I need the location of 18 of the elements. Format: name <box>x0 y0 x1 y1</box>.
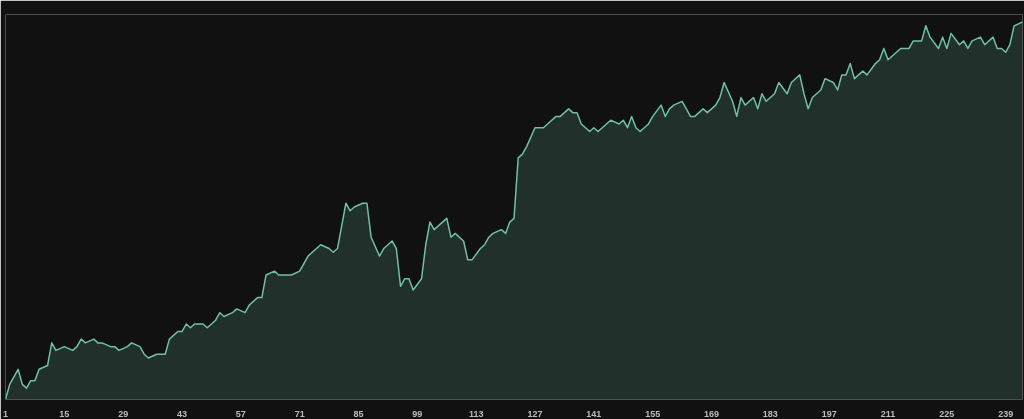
x-tick-label: 127 <box>527 408 543 419</box>
x-tick-label: 169 <box>704 408 720 419</box>
x-tick-label: 15 <box>59 408 70 419</box>
x-tick-label: 71 <box>294 408 305 419</box>
x-tick-label: 57 <box>235 408 246 419</box>
x-tick-label: 225 <box>939 408 955 419</box>
x-tick-label: 239 <box>998 408 1014 419</box>
x-tick-label: 141 <box>586 408 602 419</box>
x-tick-label: 29 <box>118 408 129 419</box>
x-tick-label: 197 <box>821 408 837 419</box>
x-tick-label: 183 <box>762 408 778 419</box>
x-tick-label: 1 <box>3 408 9 419</box>
x-tick-label: 85 <box>353 408 364 419</box>
x-tick-label: 99 <box>412 408 423 419</box>
x-tick-label: 211 <box>880 408 896 419</box>
x-tick-label: 43 <box>177 408 188 419</box>
x-tick-label: 113 <box>468 408 484 419</box>
x-tick-label: 155 <box>645 408 661 419</box>
